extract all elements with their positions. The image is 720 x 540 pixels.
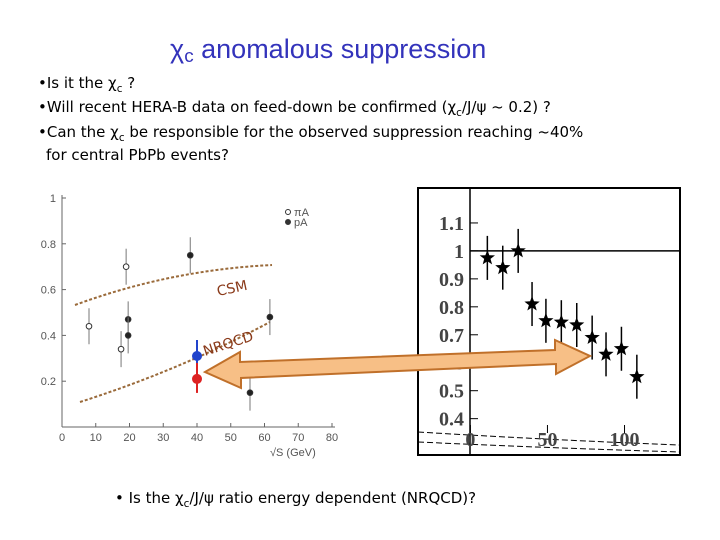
curve-label: CSM bbox=[216, 278, 249, 300]
bullet: •Can the χc be responsible for the obser… bbox=[38, 123, 583, 144]
y-tick-label: 0.5 bbox=[439, 381, 464, 403]
star-point bbox=[479, 249, 495, 265]
content: χc anomalous suppression•Is it the χc ?•… bbox=[38, 34, 680, 510]
y-tick-label: 0.7 bbox=[439, 325, 464, 347]
legend-marker bbox=[285, 219, 291, 225]
text-part: • Is the χ bbox=[115, 489, 184, 507]
x-tick-label: 80 bbox=[326, 432, 338, 444]
text-part: c bbox=[184, 46, 193, 67]
text-part: •Can the χ bbox=[38, 123, 119, 141]
text-part: χ bbox=[170, 34, 184, 64]
text-part: for central PbPb events? bbox=[46, 146, 229, 164]
curve-label: NRQCD bbox=[201, 329, 255, 360]
y-tick-label: 0.8 bbox=[439, 297, 464, 319]
text-part: be responsible for the observed suppress… bbox=[125, 123, 584, 141]
bullet: for central PbPb events? bbox=[46, 146, 229, 164]
x-tick-label: 30 bbox=[157, 432, 169, 444]
x-tick-label: 0 bbox=[465, 429, 475, 451]
text-part: anomalous suppression bbox=[194, 34, 487, 64]
data-point bbox=[186, 251, 194, 259]
text-part: /J/ψ ~ 0.2) ? bbox=[462, 98, 551, 116]
star-point bbox=[510, 242, 526, 258]
y-tick-label: 0.4 bbox=[41, 330, 56, 342]
footer-bullet: • Is the χc/J/ψ ratio energy dependent (… bbox=[115, 489, 476, 510]
data-point bbox=[117, 345, 125, 353]
nrqcd-curve bbox=[79, 321, 271, 403]
star-point bbox=[629, 368, 645, 384]
text-part: c bbox=[456, 107, 462, 119]
data-point bbox=[85, 322, 93, 330]
text-part: ? bbox=[123, 74, 136, 92]
y-tick-label: 1.1 bbox=[439, 213, 464, 235]
slide-title: χc anomalous suppression bbox=[170, 34, 486, 67]
text-part: •Is it the χ bbox=[38, 74, 117, 92]
data-point bbox=[246, 389, 254, 396]
x-tick-label: 70 bbox=[292, 432, 304, 444]
x-tick-label: 40 bbox=[191, 432, 203, 444]
dashed-curve bbox=[417, 431, 681, 446]
text-part: c bbox=[119, 132, 125, 144]
x-tick-label: 10 bbox=[90, 432, 102, 444]
star-point bbox=[613, 340, 629, 356]
y-tick-label: 1 bbox=[50, 193, 56, 205]
text-part: c bbox=[184, 498, 190, 510]
star-point bbox=[598, 346, 614, 361]
x-tick-label: 0 bbox=[59, 432, 65, 444]
x-tick-label: 100 bbox=[610, 429, 640, 451]
y-tick-label: 0.8 bbox=[41, 239, 56, 251]
y-tick-label: 0.6 bbox=[41, 285, 56, 297]
data-point bbox=[124, 332, 132, 339]
bullet: •Will recent HERA-B data on feed-down be… bbox=[38, 98, 551, 119]
highlight-point bbox=[192, 373, 202, 384]
y-tick-label: 1 bbox=[454, 241, 464, 263]
star-point bbox=[553, 314, 569, 329]
x-tick-label: 60 bbox=[258, 432, 270, 444]
y-tick-label: 0.9 bbox=[439, 269, 464, 291]
y-tick-label: 0.4 bbox=[439, 409, 464, 431]
text-part: •Will recent HERA-B data on feed-down be… bbox=[38, 98, 456, 116]
star-point bbox=[538, 312, 554, 328]
data-point bbox=[266, 313, 274, 321]
x-tick-label: 20 bbox=[123, 432, 135, 444]
y-tick-label: 0.2 bbox=[41, 376, 56, 388]
highlight-point bbox=[192, 351, 202, 362]
legend-label: πA bbox=[294, 207, 310, 219]
csm-curve bbox=[74, 264, 273, 306]
legend-label: pA bbox=[294, 217, 308, 229]
star-point bbox=[524, 296, 540, 311]
double-arrow bbox=[202, 338, 593, 390]
star-point bbox=[584, 329, 600, 344]
x-tick-label: 50 bbox=[225, 432, 237, 444]
star-point bbox=[495, 259, 511, 275]
text-part: c bbox=[117, 83, 123, 95]
legend-marker bbox=[285, 209, 291, 215]
bullet: •Is it the χc ? bbox=[38, 74, 135, 95]
dashed-curve bbox=[417, 441, 681, 453]
text-part: /J/ψ ratio energy dependent (NRQCD)? bbox=[189, 489, 476, 507]
data-point bbox=[122, 263, 130, 271]
star-point bbox=[569, 317, 585, 332]
x-axis-label: √S (GeV) bbox=[270, 447, 316, 459]
x-tick-label: 50 bbox=[537, 429, 557, 451]
